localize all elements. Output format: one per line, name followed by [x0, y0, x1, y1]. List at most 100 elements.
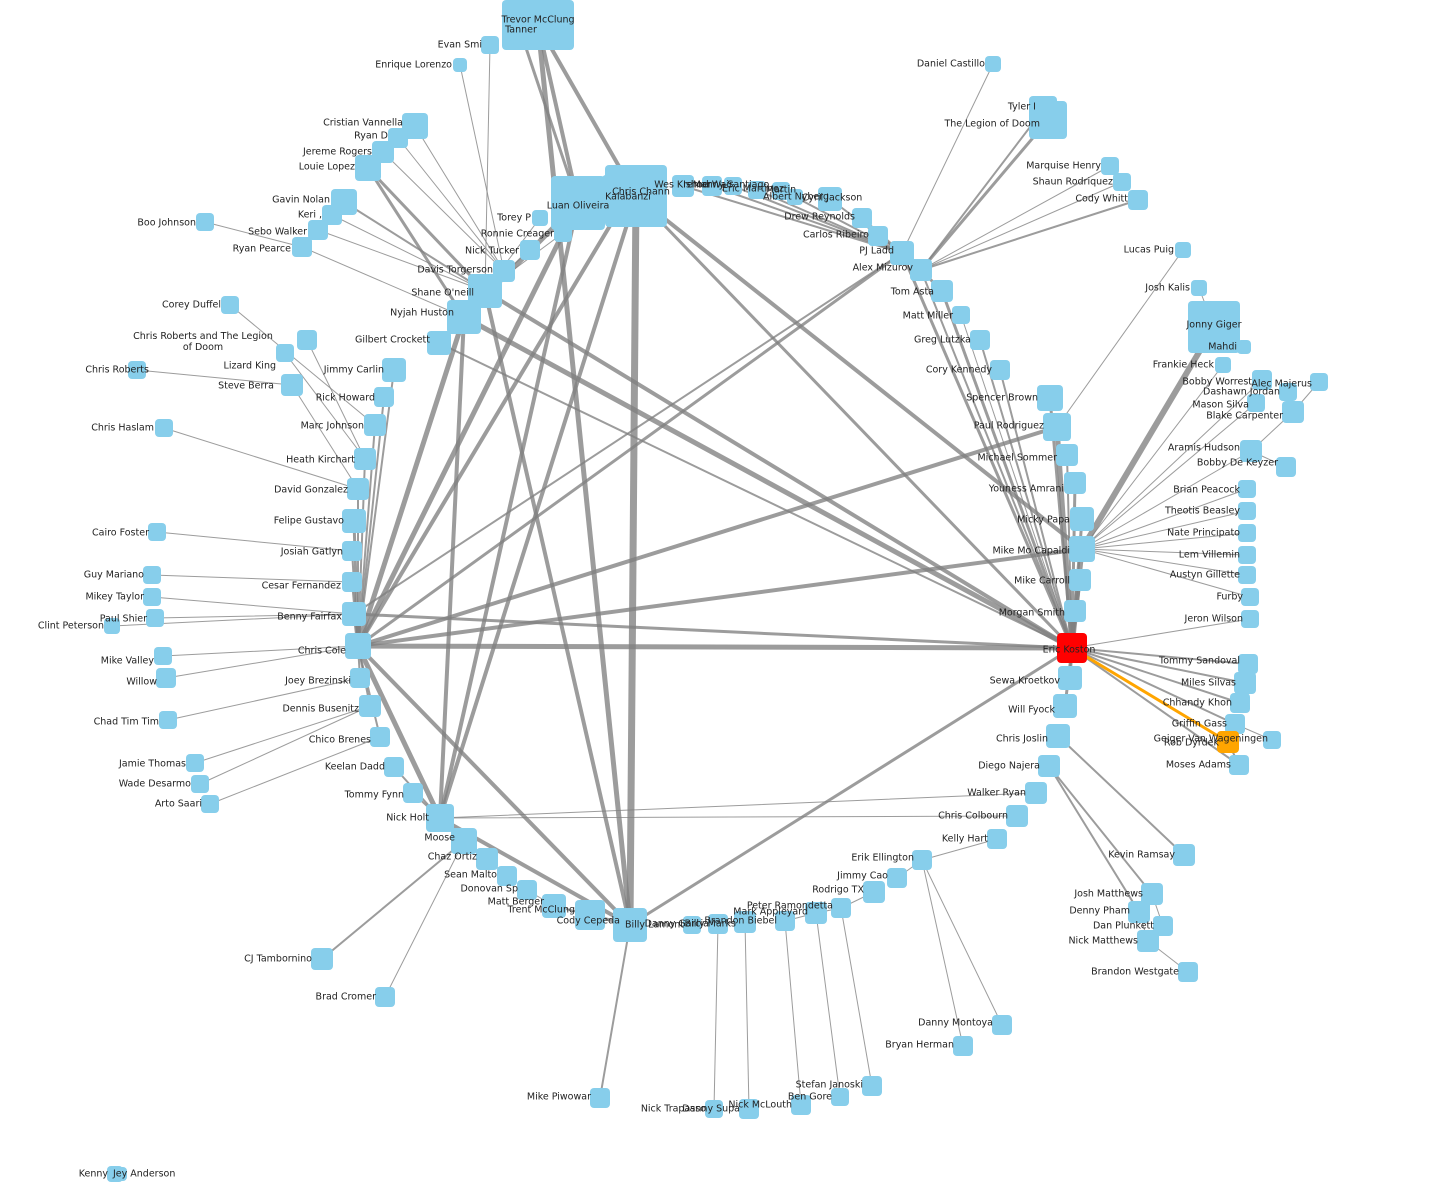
graph-node[interactable] — [148, 523, 166, 541]
graph-node[interactable] — [1215, 357, 1231, 373]
graph-node[interactable] — [575, 900, 605, 930]
graph-node[interactable] — [748, 181, 766, 199]
graph-node[interactable] — [201, 795, 219, 813]
graph-node[interactable] — [146, 609, 164, 627]
graph-node[interactable] — [952, 306, 970, 324]
graph-node[interactable] — [1238, 480, 1256, 498]
graph-node[interactable] — [1238, 502, 1256, 520]
graph-node[interactable] — [1064, 472, 1086, 494]
graph-node[interactable] — [868, 226, 888, 246]
graph-node[interactable] — [1128, 901, 1150, 923]
graph-node[interactable] — [970, 330, 990, 350]
graph-node[interactable] — [1282, 401, 1304, 423]
graph-node[interactable] — [887, 868, 907, 888]
graph-node[interactable] — [510, 22, 532, 44]
graph-node[interactable] — [1058, 666, 1082, 690]
graph-node[interactable] — [364, 414, 386, 436]
graph-node[interactable] — [426, 804, 454, 832]
graph-node[interactable] — [347, 478, 369, 500]
graph-node[interactable] — [1113, 173, 1131, 191]
graph-node[interactable] — [1238, 546, 1256, 564]
graph-node[interactable] — [910, 259, 932, 281]
graph-node[interactable] — [1229, 755, 1249, 775]
graph-node[interactable] — [683, 916, 701, 934]
graph-node[interactable] — [554, 224, 572, 242]
graph-node[interactable] — [990, 360, 1010, 380]
graph-node[interactable] — [1056, 444, 1078, 466]
graph-node[interactable] — [297, 330, 317, 350]
graph-node[interactable] — [1038, 755, 1060, 777]
graph-node[interactable] — [322, 205, 342, 225]
graph-node[interactable] — [374, 387, 394, 407]
graph-node[interactable] — [276, 344, 294, 362]
graph-node[interactable] — [308, 220, 328, 240]
graph-node[interactable] — [159, 711, 177, 729]
graph-node[interactable] — [705, 1100, 723, 1118]
graph-node[interactable] — [403, 783, 423, 803]
graph-node[interactable] — [734, 911, 756, 933]
graph-node[interactable] — [1241, 610, 1259, 628]
graph-node[interactable] — [370, 727, 390, 747]
graph-node[interactable] — [985, 56, 1001, 72]
graph-node[interactable] — [354, 448, 376, 470]
graph-node[interactable] — [702, 176, 722, 196]
graph-node[interactable] — [520, 240, 540, 260]
graph-node[interactable] — [1238, 654, 1258, 674]
graph-node[interactable] — [359, 695, 381, 717]
graph-node[interactable] — [1064, 600, 1086, 622]
graph-node[interactable] — [1230, 693, 1250, 713]
graph-node[interactable] — [292, 237, 312, 257]
graph-node[interactable] — [708, 914, 728, 934]
graph-node[interactable] — [1263, 731, 1281, 749]
graph-node[interactable] — [739, 1099, 759, 1119]
graph-node[interactable] — [1043, 413, 1071, 441]
graph-node[interactable] — [350, 668, 370, 688]
graph-node[interactable] — [384, 757, 404, 777]
graph-node[interactable] — [953, 1036, 973, 1056]
graph-node[interactable] — [1053, 694, 1077, 718]
graph-node[interactable] — [345, 633, 371, 659]
graph-node[interactable] — [156, 668, 176, 688]
graph-node[interactable] — [143, 566, 161, 584]
graph-node[interactable] — [1217, 731, 1239, 753]
graph-node[interactable] — [196, 213, 214, 231]
graph-node[interactable] — [453, 58, 467, 72]
graph-node[interactable] — [1238, 524, 1256, 542]
graph-node[interactable] — [791, 1095, 811, 1115]
graph-node[interactable] — [1069, 569, 1091, 591]
graph-node[interactable] — [532, 210, 548, 226]
graph-node[interactable] — [1057, 633, 1087, 663]
graph-node[interactable] — [1175, 242, 1191, 258]
graph-node[interactable] — [1191, 280, 1207, 296]
graph-node[interactable] — [852, 208, 872, 228]
graph-node[interactable] — [1238, 566, 1256, 584]
graph-node[interactable] — [672, 175, 694, 197]
graph-node[interactable] — [342, 572, 362, 592]
graph-node[interactable] — [787, 189, 803, 205]
graph-node[interactable] — [1237, 340, 1251, 354]
graph-node[interactable] — [427, 331, 451, 355]
graph-node[interactable] — [542, 894, 566, 918]
graph-node[interactable] — [221, 296, 239, 314]
graph-node[interactable] — [831, 898, 851, 918]
graph-node[interactable] — [1029, 101, 1067, 139]
graph-node[interactable] — [775, 911, 795, 931]
graph-node[interactable] — [1037, 385, 1063, 411]
graph-node[interactable] — [602, 175, 650, 223]
graph-node[interactable] — [1141, 883, 1163, 905]
graph-node[interactable] — [1070, 507, 1094, 531]
graph-node[interactable] — [1069, 536, 1095, 562]
graph-node[interactable] — [104, 618, 120, 634]
graph-node[interactable] — [517, 880, 537, 900]
graph-node[interactable] — [342, 509, 366, 533]
graph-node[interactable] — [1276, 457, 1296, 477]
graph-node[interactable] — [1310, 373, 1328, 391]
graph-node[interactable] — [451, 828, 477, 854]
graph-node[interactable] — [1025, 782, 1047, 804]
graph-node[interactable] — [382, 358, 406, 382]
graph-node[interactable] — [155, 419, 173, 437]
graph-node[interactable] — [912, 850, 932, 870]
graph-node[interactable] — [931, 280, 953, 302]
graph-node[interactable] — [772, 182, 790, 200]
graph-node[interactable] — [191, 775, 209, 793]
